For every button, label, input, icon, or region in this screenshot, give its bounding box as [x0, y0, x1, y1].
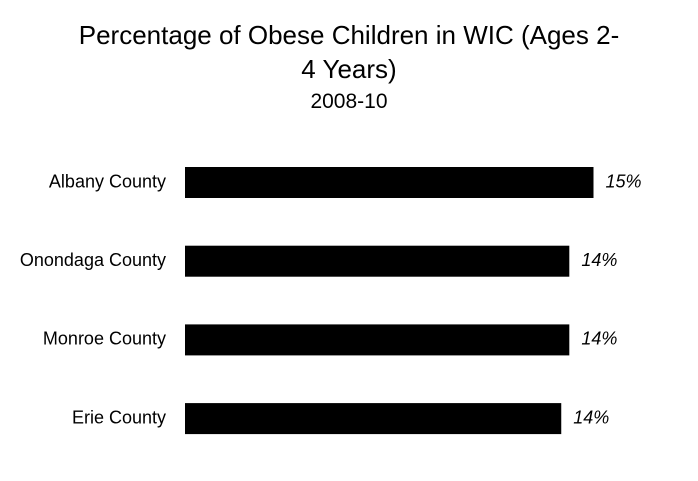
category-label-erie-county: Erie County [72, 407, 166, 427]
bar-onondaga-county [185, 245, 570, 277]
chart-title-line-1: Percentage of Obese Children in WIC (Age… [78, 20, 620, 50]
category-label-monroe-county: Monroe County [43, 329, 166, 349]
category-label-albany-county: Albany County [49, 171, 166, 191]
data-label-albany-county: 15% [606, 171, 642, 191]
data-label-monroe-county: 14% [581, 329, 617, 349]
category-label-onondaga-county: Onondaga County [20, 250, 166, 270]
bar-erie-county [185, 403, 562, 435]
chart-subtitle: 2008-10 [310, 90, 388, 113]
data-label-onondaga-county: 14% [581, 250, 617, 270]
bar-albany-county [185, 167, 594, 198]
bar-monroe-county [185, 324, 570, 356]
chart-title-line-2: 4 Years) [301, 54, 397, 84]
data-label-erie-county: 14% [573, 407, 609, 427]
